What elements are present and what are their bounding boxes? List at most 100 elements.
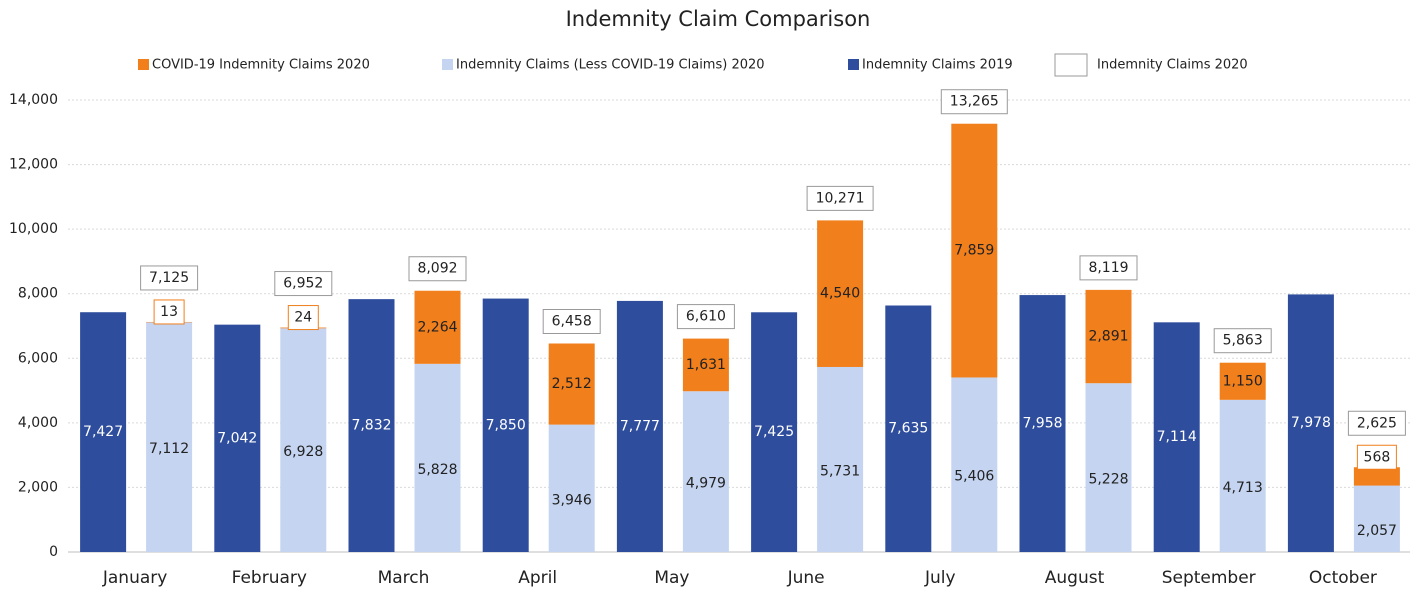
data-label: 7,777 bbox=[620, 418, 660, 434]
total-label: 6,458 bbox=[552, 313, 592, 329]
label-box bbox=[1356, 444, 1397, 470]
y-tick-label: 8,000 bbox=[18, 286, 58, 302]
y-tick-label: 2,000 bbox=[18, 479, 58, 495]
bar bbox=[548, 424, 595, 552]
data-label: 13 bbox=[160, 304, 178, 320]
data-label: 7,427 bbox=[83, 424, 123, 440]
bar bbox=[1219, 362, 1266, 400]
label-box bbox=[153, 299, 185, 325]
data-label: 4,540 bbox=[820, 286, 860, 302]
bar bbox=[817, 366, 864, 552]
legend-swatch bbox=[138, 59, 149, 70]
bar bbox=[146, 322, 193, 552]
total-label: 10,271 bbox=[816, 190, 865, 206]
bar bbox=[1287, 294, 1334, 552]
data-label: 7,042 bbox=[217, 430, 257, 446]
bar bbox=[1353, 467, 1400, 486]
data-label: 7,832 bbox=[351, 418, 391, 434]
legend-label: Indemnity Claims 2020 bbox=[1097, 58, 1248, 73]
bar bbox=[414, 363, 461, 552]
legend-label: Indemnity Claims (Less COVID-19 Claims) … bbox=[456, 58, 765, 73]
x-tick-label: September bbox=[1162, 568, 1256, 588]
y-tick-label: 4,000 bbox=[18, 415, 58, 431]
total-label: 6,610 bbox=[686, 309, 726, 325]
x-tick-label: April bbox=[518, 568, 557, 588]
total-label: 7,125 bbox=[149, 270, 189, 286]
y-tick-label: 6,000 bbox=[18, 350, 58, 366]
data-label: 2,891 bbox=[1088, 329, 1128, 345]
x-tick-label: January bbox=[102, 568, 167, 588]
data-label: 1,631 bbox=[686, 357, 726, 373]
legend-label: COVID-19 Indemnity Claims 2020 bbox=[152, 58, 370, 73]
total-box bbox=[940, 89, 1008, 115]
bar bbox=[682, 338, 729, 392]
bar bbox=[751, 312, 798, 552]
data-label: 3,946 bbox=[552, 492, 592, 508]
x-tick-label: May bbox=[654, 568, 689, 588]
y-tick-label: 14,000 bbox=[9, 92, 58, 108]
x-tick-label: July bbox=[924, 568, 956, 588]
bar bbox=[1153, 322, 1200, 552]
data-label: 568 bbox=[1364, 449, 1391, 465]
data-label: 7,425 bbox=[754, 424, 794, 440]
data-label: 2,512 bbox=[552, 376, 592, 392]
total-box bbox=[274, 271, 333, 297]
legend-swatch bbox=[848, 59, 859, 70]
data-label: 4,713 bbox=[1223, 480, 1263, 496]
bar bbox=[682, 391, 729, 552]
chart-title: Indemnity Claim Comparison bbox=[566, 7, 871, 31]
total-box bbox=[140, 265, 199, 291]
bar bbox=[1353, 485, 1400, 552]
total-label: 5,863 bbox=[1223, 333, 1263, 349]
total-box bbox=[408, 256, 467, 282]
bar bbox=[482, 298, 529, 552]
legend-swatch bbox=[1054, 53, 1088, 77]
bar bbox=[414, 290, 461, 364]
data-label: 4,979 bbox=[686, 476, 726, 492]
data-label: 7,114 bbox=[1157, 429, 1197, 445]
data-label: 5,228 bbox=[1088, 472, 1128, 488]
total-box bbox=[1079, 255, 1138, 281]
label-box bbox=[287, 305, 319, 331]
data-label: 1,150 bbox=[1223, 373, 1263, 389]
bar bbox=[348, 299, 395, 552]
data-label: 6,928 bbox=[283, 444, 323, 460]
x-tick-label: August bbox=[1045, 568, 1105, 588]
bar bbox=[1085, 383, 1132, 552]
y-tick-label: 10,000 bbox=[9, 221, 58, 237]
data-label: 5,406 bbox=[954, 469, 994, 485]
total-label: 2,625 bbox=[1357, 415, 1397, 431]
total-box bbox=[542, 308, 601, 334]
bar bbox=[1085, 289, 1132, 384]
total-label: 8,119 bbox=[1088, 260, 1128, 276]
data-label: 2,057 bbox=[1357, 523, 1397, 539]
data-label: 5,731 bbox=[820, 463, 860, 479]
bar bbox=[80, 312, 127, 552]
x-tick-label: October bbox=[1309, 568, 1377, 588]
bar bbox=[214, 324, 261, 552]
bar bbox=[548, 343, 595, 425]
data-label: 7,958 bbox=[1022, 416, 1062, 432]
data-label: 7,850 bbox=[486, 417, 526, 433]
data-label: 7,112 bbox=[149, 441, 189, 457]
x-tick-label: June bbox=[787, 568, 825, 588]
x-tick-label: February bbox=[232, 568, 307, 588]
legend-swatch bbox=[442, 59, 453, 70]
bar bbox=[616, 300, 663, 552]
bar bbox=[280, 328, 327, 552]
bar bbox=[951, 123, 998, 378]
data-label: 24 bbox=[294, 310, 312, 326]
bar bbox=[951, 377, 998, 552]
bar bbox=[1019, 295, 1066, 552]
bar bbox=[1219, 399, 1266, 552]
total-label: 6,952 bbox=[283, 276, 323, 292]
total-label: 8,092 bbox=[417, 261, 457, 277]
data-label: 7,859 bbox=[954, 243, 994, 259]
data-label: 5,828 bbox=[417, 462, 457, 478]
data-label: 2,264 bbox=[417, 319, 457, 335]
legend-label: Indemnity Claims 2019 bbox=[862, 58, 1013, 73]
bar bbox=[817, 220, 864, 367]
total-box bbox=[806, 185, 874, 211]
total-box bbox=[1213, 328, 1272, 354]
